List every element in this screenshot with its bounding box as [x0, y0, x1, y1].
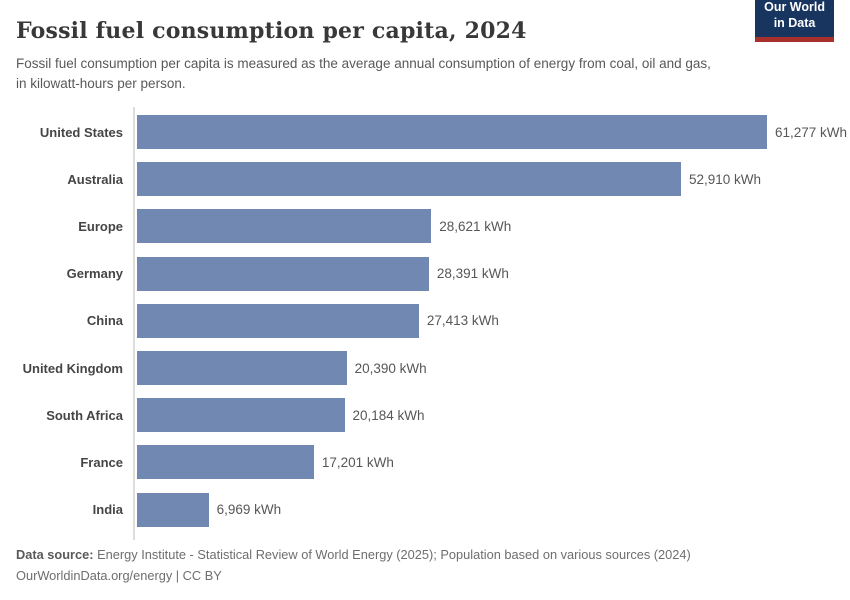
value-label: 28,621 kWh: [439, 218, 512, 234]
bar-track: 17,201 kWh: [133, 439, 834, 486]
bar-track: 28,621 kWh: [133, 203, 834, 250]
bar: [137, 256, 429, 291]
datasource-label: Data source:: [16, 547, 94, 562]
value-label: 28,391 kWh: [436, 266, 509, 282]
row-label: United States: [39, 124, 123, 140]
value-label: 20,184 kWh: [352, 407, 425, 423]
chart-header: Fossil fuel consumption per capita, 2024…: [16, 0, 834, 95]
chart-row: Germany 28,391 kWh: [16, 250, 834, 297]
bar-chart: United States 61,277 kWh Australia 52,910 k…: [16, 106, 847, 541]
owid-logo: Our World in Data: [755, 0, 834, 42]
chart-row: China 27,413 kWh: [16, 297, 834, 344]
row-label: Australia: [67, 171, 123, 187]
bar-track: 61,277 kWh: [133, 109, 847, 156]
chart-row: India 6,969 kWh: [16, 486, 834, 533]
bar: [137, 492, 209, 527]
bar: [137, 445, 314, 480]
attribution-line: OurWorldinData.org/energy | CC BY: [16, 568, 222, 583]
chart-row: United States 61,277 kWh: [16, 109, 847, 156]
bar: [137, 398, 345, 433]
bar-track: 20,390 kWh: [133, 344, 834, 391]
bar-track: 28,391 kWh: [133, 250, 834, 297]
bar-track: 20,184 kWh: [133, 392, 834, 439]
bar: [137, 209, 432, 244]
row-label: South Africa: [46, 407, 123, 423]
bar: [137, 162, 681, 197]
value-label: 27,413 kWh: [426, 313, 499, 329]
bar-track: 52,910 kWh: [133, 156, 834, 203]
page-title: Fossil fuel consumption per capita, 2024: [16, 18, 527, 44]
bar-track: 27,413 kWh: [133, 297, 834, 344]
chart-row: South Africa 20,184 kWh: [16, 392, 834, 439]
owid-logo-line2: in Data: [773, 16, 816, 31]
bar: [137, 303, 419, 338]
bar: [137, 351, 347, 386]
row-label: China: [86, 313, 123, 329]
value-label: 20,390 kWh: [354, 360, 427, 376]
datasource-text: Energy Institute - Statistical Review of…: [93, 547, 691, 562]
row-label: Germany: [66, 266, 123, 282]
chart-row: Europe 28,621 kWh: [16, 203, 834, 250]
chart-row: Australia 52,910 kWh: [16, 156, 834, 203]
datasource-line: Data source: Energy Institute - Statisti…: [16, 544, 834, 565]
chart-row: United Kingdom 20,390 kWh: [16, 344, 834, 391]
value-label: 61,277 kWh: [775, 124, 848, 140]
value-label: 17,201 kWh: [321, 454, 394, 470]
page-subtitle: Fossil fuel consumption per capita is me…: [16, 56, 711, 92]
bar-chart-rows: United States 61,277 kWh Australia 52,910 k…: [16, 109, 847, 534]
bar: [137, 115, 767, 150]
row-label: Europe: [78, 218, 123, 234]
chart-row: France 17,201 kWh: [16, 439, 834, 486]
owid-logo-line1: Our World: [764, 0, 825, 14]
bar-track: 6,969 kWh: [133, 486, 834, 533]
chart-footer: Data source: Energy Institute - Statisti…: [16, 544, 834, 586]
value-label: 6,969 kWh: [216, 502, 282, 518]
row-label: United Kingdom: [22, 360, 123, 376]
y-axis-line: [133, 106, 135, 541]
row-label: France: [80, 454, 123, 470]
value-label: 52,910 kWh: [688, 171, 762, 187]
row-label: India: [92, 502, 123, 518]
